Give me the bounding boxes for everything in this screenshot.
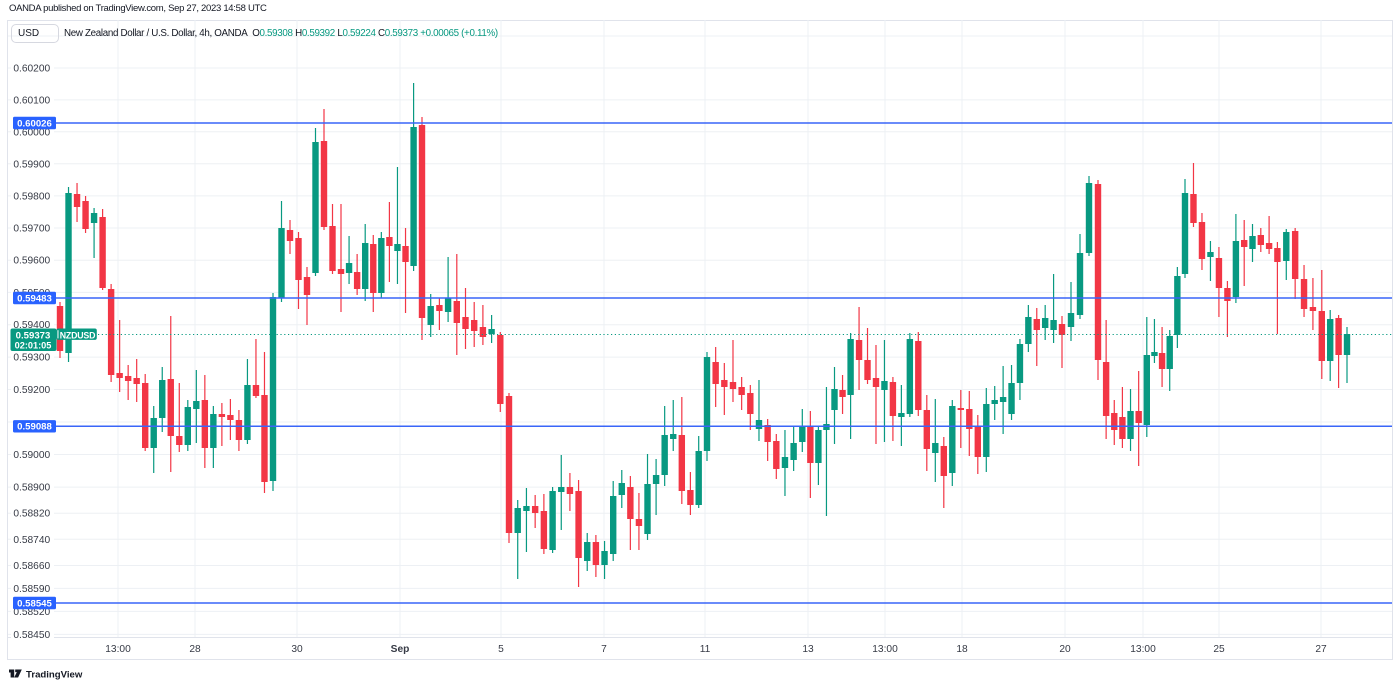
svg-text:NZDUSD: NZDUSD (60, 330, 95, 340)
svg-text:0.58820: 0.58820 (13, 509, 50, 520)
svg-text:0.59000: 0.59000 (13, 450, 50, 461)
svg-text:0.59300: 0.59300 (13, 353, 50, 364)
svg-text:13:00: 13:00 (105, 644, 131, 655)
svg-text:0.59600: 0.59600 (13, 256, 50, 267)
svg-text:27: 27 (1315, 644, 1327, 655)
svg-text:25: 25 (1213, 644, 1225, 655)
svg-text:28: 28 (189, 644, 201, 655)
svg-text:0.60100: 0.60100 (13, 95, 50, 106)
svg-text:0.58450: 0.58450 (13, 630, 50, 641)
svg-text:0.59900: 0.59900 (13, 159, 50, 170)
svg-text:18: 18 (956, 644, 968, 655)
svg-text:0.60200: 0.60200 (13, 64, 50, 75)
svg-text:0.59700: 0.59700 (13, 224, 50, 235)
svg-text:0.58900: 0.58900 (13, 483, 50, 494)
svg-text:0.59088: 0.59088 (17, 422, 52, 433)
svg-text:0.58590: 0.58590 (13, 584, 50, 595)
svg-text:0.58545: 0.58545 (17, 598, 52, 609)
svg-text:13:00: 13:00 (872, 644, 898, 655)
svg-text:0.60026: 0.60026 (17, 118, 52, 129)
svg-text:0.58660: 0.58660 (13, 561, 50, 572)
svg-text:5: 5 (498, 644, 504, 655)
svg-text:0.59373: 0.59373 (16, 331, 51, 342)
svg-text:30: 30 (291, 644, 303, 655)
svg-text:13: 13 (802, 644, 814, 655)
svg-text:0.58740: 0.58740 (13, 535, 50, 546)
svg-text:13:00: 13:00 (1130, 644, 1156, 655)
svg-text:0.59400: 0.59400 (13, 320, 50, 331)
svg-text:7: 7 (601, 644, 607, 655)
svg-text:0.59483: 0.59483 (17, 293, 52, 304)
svg-text:11: 11 (700, 644, 711, 655)
svg-text:02:01:05: 02:01:05 (15, 341, 52, 351)
svg-text:TradingView: TradingView (26, 670, 83, 681)
svg-text:0.60000: 0.60000 (13, 127, 50, 138)
svg-text:20: 20 (1059, 644, 1071, 655)
svg-text:0.59800: 0.59800 (13, 191, 50, 202)
svg-text:Sep: Sep (391, 644, 410, 655)
svg-text:0.59200: 0.59200 (13, 385, 50, 396)
svg-text:0.58520: 0.58520 (13, 607, 50, 618)
